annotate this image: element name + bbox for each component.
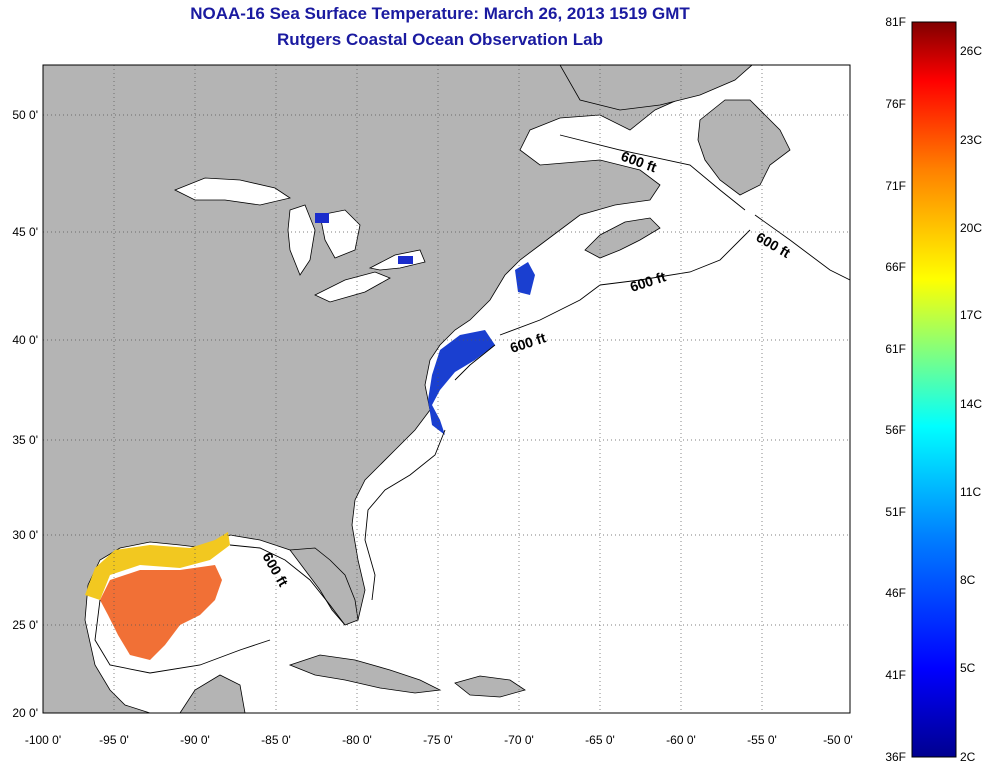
land-nova-scotia [584, 217, 661, 259]
colorbar-c-label: 2C [960, 750, 976, 764]
land-yucatan [179, 674, 246, 713]
cold-water-gulf-of-maine [515, 262, 535, 295]
cold-water-mid-atlantic [428, 330, 495, 435]
lake-ontario-sst [398, 256, 413, 264]
lon-tick-label: -95 0' [99, 733, 129, 747]
lon-tick-label: -75 0' [423, 733, 453, 747]
map-title: NOAA-16 Sea Surface Temperature: March 2… [190, 4, 690, 23]
land-hispaniola [454, 675, 526, 698]
colorbar-c-label: 20C [960, 221, 982, 235]
lat-tick-label: 20 0' [12, 706, 38, 720]
colorbar-f-label: 56F [885, 423, 906, 437]
colorbar-c-label: 11C [960, 485, 981, 499]
colorbar-f-label: 81F [885, 15, 906, 29]
colorbar-f-label: 66F [885, 260, 906, 274]
lon-tick-label: -60 0' [666, 733, 696, 747]
colorbar-gradient [911, 21, 957, 758]
graticule [43, 65, 850, 713]
lon-tick-label: -50 0' [823, 733, 853, 747]
map-frame [42, 64, 851, 714]
map-subtitle: Rutgers Coastal Ocean Observation Lab [277, 30, 603, 49]
lon-tick-label: -85 0' [261, 733, 291, 747]
colorbar-c-label: 26C [960, 44, 982, 58]
lat-tick-label: 50 0' [12, 108, 38, 122]
lat-axis: 50 0' 45 0' 40 0' 35 0' 30 0' 25 0' 20 0… [12, 108, 38, 720]
lon-tick-label: -70 0' [504, 733, 534, 747]
map-plot-area [43, 65, 850, 713]
colorbar-f-label: 46F [885, 586, 906, 600]
lon-axis: -100 0' -95 0' -90 0' -85 0' -80 0' -75 … [25, 733, 853, 747]
lat-tick-label: 35 0' [12, 433, 38, 447]
lon-tick-label: -65 0' [585, 733, 615, 747]
lat-tick-label: 30 0' [12, 528, 38, 542]
colorbar-f-label: 36F [885, 750, 906, 764]
lon-tick-label: -100 0' [25, 733, 61, 747]
lon-tick-label: -55 0' [747, 733, 777, 747]
lon-tick-label: -90 0' [180, 733, 210, 747]
colorbar-c-label: 14C [960, 397, 982, 411]
colorbar-f-label: 51F [885, 505, 906, 519]
warm-water-gulf [100, 565, 222, 660]
colorbar-c-label: 23C [960, 133, 982, 147]
colorbar-f-label: 76F [885, 97, 906, 111]
lon-tick-label: -80 0' [342, 733, 372, 747]
lake-huron-sst [315, 213, 329, 223]
colorbar-c-label: 5C [960, 661, 976, 675]
land-florida [289, 547, 359, 626]
colorbar: 81F 76F 71F 66F 61F 56F 51F 46F 41F 36F … [885, 15, 982, 764]
great-lakes [174, 177, 426, 303]
colorbar-f-label: 61F [885, 342, 906, 356]
lat-tick-label: 40 0' [12, 333, 38, 347]
land-north-america [43, 65, 753, 713]
colorbar-f-label: 71F [885, 179, 906, 193]
colorbar-f-label: 41F [885, 668, 906, 682]
land-cuba [288, 654, 442, 694]
lat-tick-label: 45 0' [12, 225, 38, 239]
land-newfoundland [697, 99, 791, 196]
colorbar-c-label: 17C [960, 308, 982, 322]
colorbar-c-label: 8C [960, 573, 976, 587]
land-labrador [559, 65, 753, 111]
lat-tick-label: 25 0' [12, 618, 38, 632]
warm-water-gulf-coast [85, 532, 230, 600]
